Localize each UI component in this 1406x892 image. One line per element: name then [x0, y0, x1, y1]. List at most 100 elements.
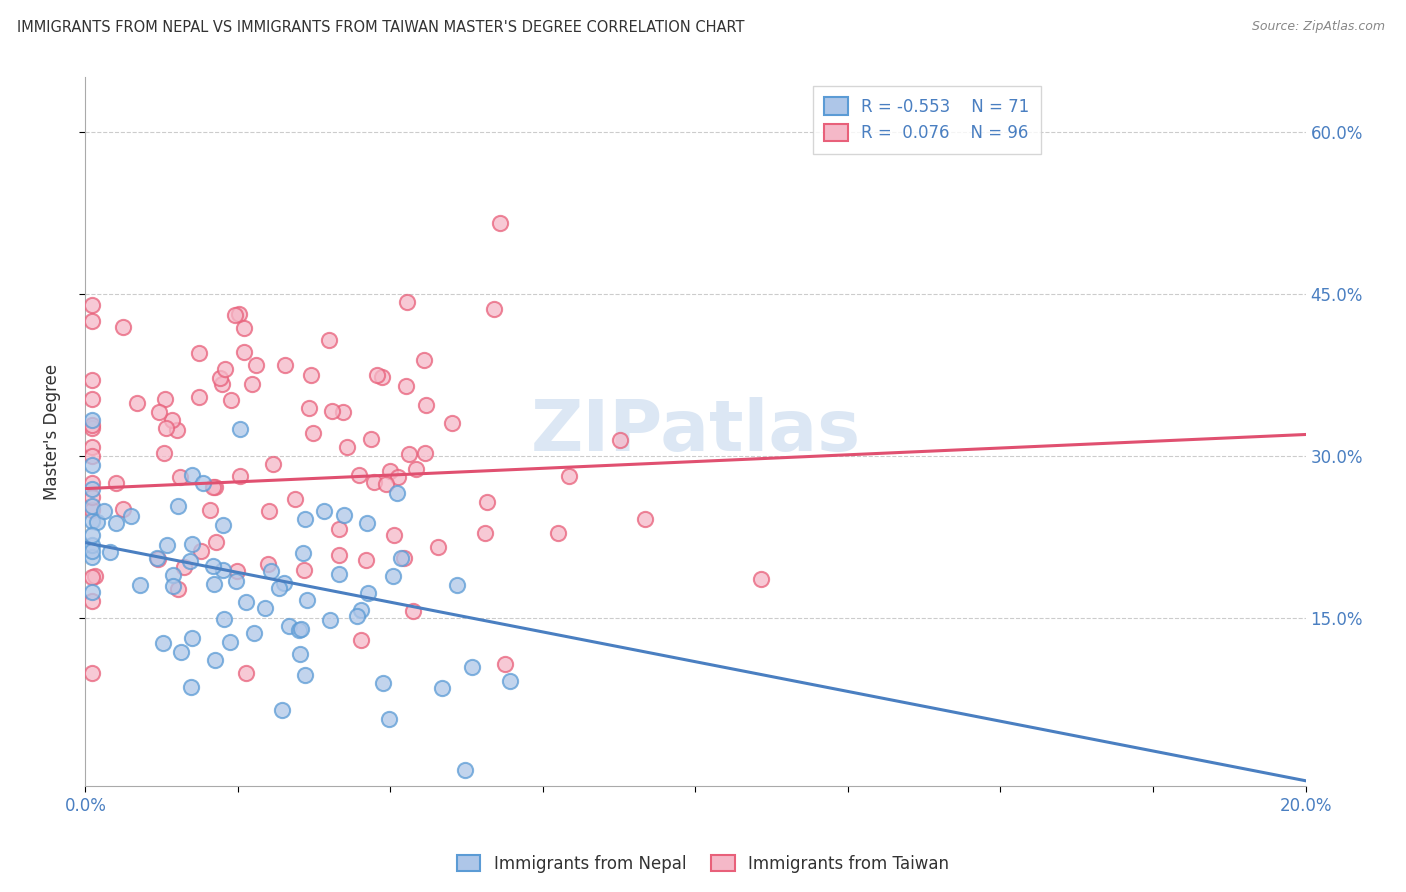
Point — [394, 551, 416, 566]
Point — [155, 421, 177, 435]
Point — [80, 373, 103, 387]
Point — [167, 499, 190, 513]
Point — [273, 575, 295, 590]
Point — [162, 413, 184, 427]
Point — [180, 681, 202, 695]
Point — [80, 412, 103, 426]
Point — [86, 515, 108, 529]
Point — [80, 418, 103, 433]
Point — [319, 613, 342, 627]
Point — [395, 295, 418, 310]
Point — [80, 570, 103, 584]
Point — [98, 544, 121, 558]
Point — [382, 568, 405, 582]
Point — [349, 468, 371, 483]
Point — [145, 550, 167, 565]
Point — [328, 566, 350, 581]
Point — [292, 563, 315, 577]
Point — [318, 333, 340, 347]
Point — [240, 377, 263, 392]
Point — [301, 426, 323, 441]
Point — [80, 585, 103, 599]
Point — [204, 535, 226, 549]
Point — [211, 376, 233, 391]
Point — [328, 548, 350, 562]
Point — [295, 592, 318, 607]
Point — [111, 319, 134, 334]
Point — [153, 392, 176, 406]
Point — [179, 554, 201, 568]
Point — [80, 544, 103, 558]
Point — [271, 703, 294, 717]
Point — [290, 622, 312, 636]
Text: Source: ZipAtlas.com: Source: ZipAtlas.com — [1251, 20, 1385, 33]
Point — [226, 564, 249, 578]
Point — [384, 528, 406, 542]
Point — [366, 368, 388, 382]
Point — [156, 538, 179, 552]
Point — [475, 494, 498, 508]
Point — [440, 417, 463, 431]
Point — [385, 485, 408, 500]
Point — [188, 346, 211, 360]
Point — [277, 619, 299, 633]
Point — [328, 522, 350, 536]
Point — [204, 652, 226, 666]
Point — [170, 645, 193, 659]
Point — [405, 461, 427, 475]
Point — [371, 370, 394, 384]
Point — [298, 401, 321, 415]
Point — [219, 635, 242, 649]
Point — [274, 358, 297, 372]
Point — [80, 665, 103, 680]
Point — [494, 657, 516, 672]
Point — [488, 216, 510, 230]
Point — [80, 475, 103, 490]
Point — [387, 470, 409, 484]
Point — [336, 441, 359, 455]
Point — [80, 528, 103, 542]
Point — [346, 609, 368, 624]
Point — [332, 405, 354, 419]
Point — [446, 578, 468, 592]
Point — [187, 390, 209, 404]
Point — [111, 502, 134, 516]
Point — [105, 516, 128, 531]
Point — [321, 404, 343, 418]
Point — [80, 421, 103, 435]
Point — [354, 553, 377, 567]
Point — [129, 578, 152, 592]
Point — [395, 378, 418, 392]
Point — [398, 447, 420, 461]
Point — [80, 503, 103, 517]
Text: IMMIGRANTS FROM NEPAL VS IMMIGRANTS FROM TAIWAN MASTER'S DEGREE CORRELATION CHAR: IMMIGRANTS FROM NEPAL VS IMMIGRANTS FROM… — [17, 20, 744, 35]
Point — [152, 636, 174, 650]
Point — [104, 476, 127, 491]
Point — [380, 464, 402, 478]
Point — [152, 446, 174, 460]
Point — [294, 512, 316, 526]
Point — [453, 763, 475, 777]
Point — [357, 586, 380, 600]
Point — [190, 544, 212, 558]
Point — [253, 600, 276, 615]
Point — [127, 396, 149, 410]
Point — [558, 469, 581, 483]
Point — [167, 582, 190, 597]
Point — [209, 370, 232, 384]
Point — [80, 440, 103, 454]
Point — [180, 468, 202, 483]
Point — [80, 549, 103, 564]
Point — [162, 579, 184, 593]
Point — [242, 626, 264, 640]
Point — [201, 480, 224, 494]
Text: ZIPatlas: ZIPatlas — [530, 397, 860, 467]
Point — [415, 398, 437, 412]
Point — [80, 483, 103, 497]
Point — [148, 405, 170, 419]
Point — [221, 393, 243, 408]
Point — [413, 352, 436, 367]
Point — [80, 594, 103, 608]
Point — [749, 572, 772, 586]
Point — [80, 314, 103, 328]
